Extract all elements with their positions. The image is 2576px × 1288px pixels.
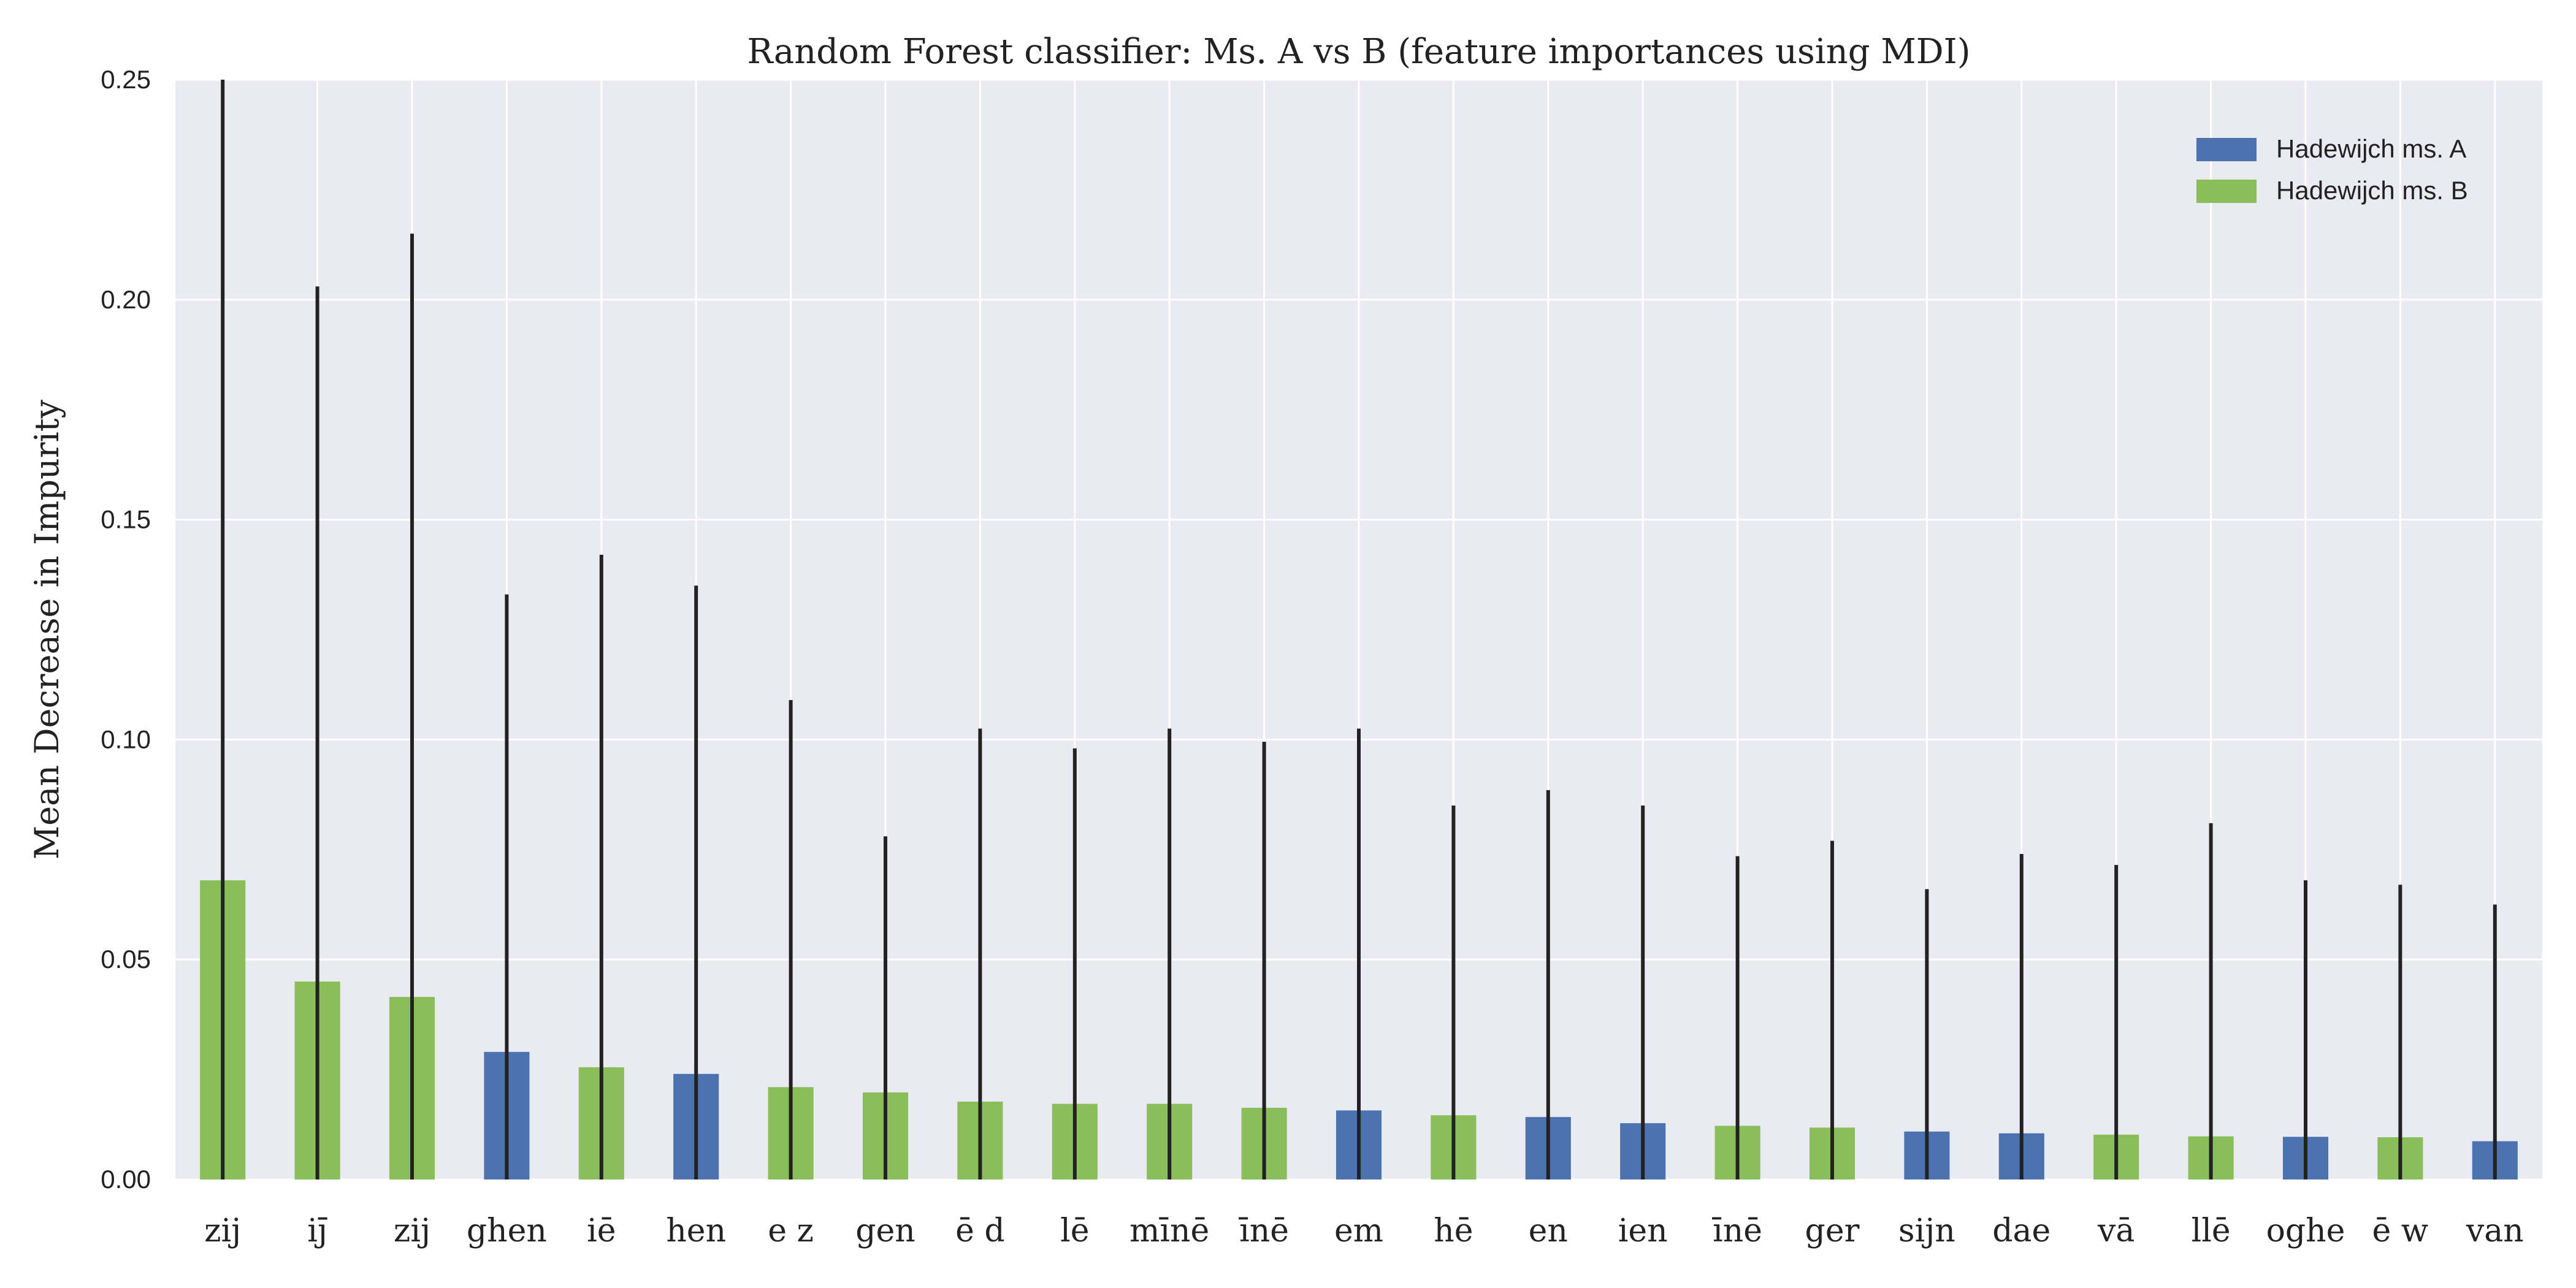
x-tick-label: ghen	[467, 1213, 547, 1249]
x-tick-label: en	[1529, 1213, 1568, 1249]
x-tick-label: īnē	[1238, 1213, 1289, 1249]
y-tick-label: 0.15	[101, 505, 151, 534]
legend-swatch	[2196, 138, 2257, 161]
x-tick-label: iē	[587, 1213, 616, 1249]
x-tick-label: zij	[394, 1213, 430, 1249]
x-tick-label: ien	[1618, 1213, 1668, 1249]
x-tick-label: van	[2466, 1213, 2524, 1249]
x-tick-label: ij̄	[307, 1213, 327, 1249]
x-tick-label: dae	[1992, 1213, 2050, 1249]
x-tick-label: ger	[1805, 1213, 1860, 1249]
error-bars	[221, 80, 2497, 1179]
y-axis-label: Mean Decrease in Impurity	[28, 399, 66, 859]
x-tick-label: mīnē	[1129, 1213, 1209, 1249]
x-tick-label: em	[1334, 1213, 1383, 1249]
x-tick-label: e z	[768, 1213, 814, 1249]
x-tick-label: ē d	[955, 1213, 1005, 1249]
y-tick-label: 0.00	[101, 1165, 151, 1194]
x-tick-label: oghe	[2266, 1213, 2345, 1249]
y-tick-label: 0.10	[101, 725, 151, 753]
y-axis-ticks: 0.00 0.05 0.10 0.15 0.20 0.25	[101, 65, 151, 1194]
legend: Hadewijch ms. A Hadewijch ms. B	[2196, 134, 2468, 205]
x-tick-label: gen	[855, 1213, 915, 1249]
y-tick-label: 0.05	[101, 945, 151, 974]
legend-label: Hadewijch ms. A	[2276, 134, 2466, 163]
x-tick-label: zij	[204, 1213, 241, 1249]
x-tick-label: īnē	[1711, 1213, 1762, 1249]
x-axis-ticks: zij ij̄ zij ghen iē hen e z gen ē d lē mīnē īnē em hē…	[204, 1213, 2524, 1249]
x-tick-label: vā	[2097, 1213, 2135, 1249]
y-tick-label: 0.25	[101, 65, 151, 94]
chart-title: Random Forest classifier: Ms. A vs B (fe…	[747, 32, 1970, 72]
x-tick-label: llē	[2192, 1213, 2231, 1249]
y-tick-label: 0.20	[101, 285, 151, 314]
x-tick-label: hen	[666, 1213, 726, 1249]
legend-swatch	[2196, 180, 2257, 203]
x-tick-label: ē w	[2372, 1213, 2428, 1249]
x-tick-label: sijn	[1898, 1213, 1955, 1249]
x-tick-label: hē	[1434, 1213, 1473, 1249]
legend-label: Hadewijch ms. B	[2276, 176, 2468, 205]
x-tick-label: lē	[1060, 1213, 1089, 1249]
